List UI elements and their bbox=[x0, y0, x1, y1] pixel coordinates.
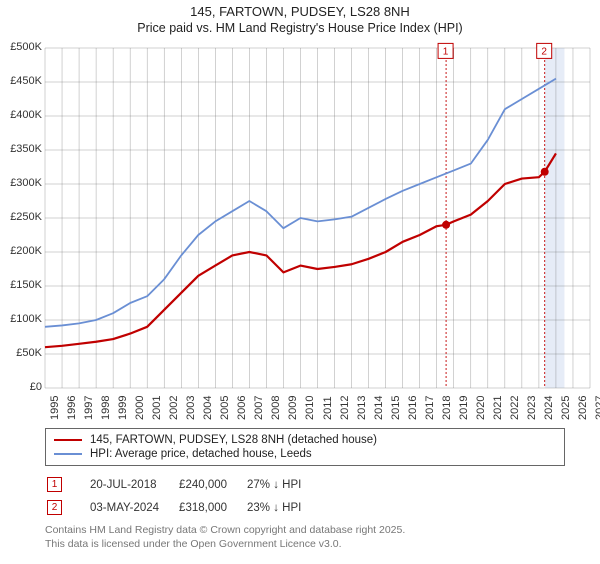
x-tick-label: 2017 bbox=[424, 406, 436, 420]
y-tick-label: £250K bbox=[0, 211, 44, 223]
svg-text:1: 1 bbox=[443, 46, 449, 57]
legend-item: HPI: Average price, detached house, Leed… bbox=[54, 447, 556, 461]
marker-table: 1 20-JUL-2018 £240,000 27% ↓ HPI 2 03-MA… bbox=[45, 472, 321, 520]
legend-box: 145, FARTOWN, PUDSEY, LS28 8NH (detached… bbox=[45, 428, 565, 466]
x-tick-label: 2002 bbox=[168, 406, 180, 420]
x-tick-label: 2021 bbox=[492, 406, 504, 420]
y-tick-label: £150K bbox=[0, 279, 44, 291]
legend-item: 145, FARTOWN, PUDSEY, LS28 8NH (detached… bbox=[54, 433, 556, 447]
x-tick-label: 2025 bbox=[560, 406, 572, 420]
legend-label: HPI: Average price, detached house, Leed… bbox=[90, 448, 312, 460]
marker-point bbox=[541, 168, 549, 176]
attribution-line: This data is licensed under the Open Gov… bbox=[45, 538, 405, 552]
marker-delta: 27% ↓ HPI bbox=[247, 474, 319, 495]
x-tick-label: 2004 bbox=[202, 406, 214, 420]
legend-swatch bbox=[54, 439, 82, 441]
x-tick-label: 2023 bbox=[526, 406, 538, 420]
x-tick-label: 2012 bbox=[339, 406, 351, 420]
legend-swatch bbox=[54, 453, 82, 455]
x-tick-label: 2020 bbox=[475, 406, 487, 420]
marker-badge: 2 bbox=[47, 500, 62, 515]
marker-badge: 1 bbox=[47, 477, 62, 492]
x-tick-label: 2016 bbox=[407, 406, 419, 420]
y-tick-label: £300K bbox=[0, 177, 44, 189]
x-tick-label: 2007 bbox=[253, 406, 265, 420]
plot-svg: 12 bbox=[45, 48, 590, 388]
x-tick-label: 2000 bbox=[134, 406, 146, 420]
x-tick-label: 2022 bbox=[509, 406, 521, 420]
x-tick-label: 2013 bbox=[356, 406, 368, 420]
marker-line-badge: 2 bbox=[537, 43, 552, 58]
x-tick-label: 2008 bbox=[270, 406, 282, 420]
x-tick-label: 2006 bbox=[236, 406, 248, 420]
chart-subtitle: Price paid vs. HM Land Registry's House … bbox=[0, 21, 600, 35]
marker-date: 03-MAY-2024 bbox=[90, 497, 177, 518]
marker-price: £240,000 bbox=[179, 474, 245, 495]
chart-container: 145, FARTOWN, PUDSEY, LS28 8NH Price pai… bbox=[0, 4, 600, 564]
x-tick-label: 1998 bbox=[100, 406, 112, 420]
x-tick-label: 2009 bbox=[287, 406, 299, 420]
x-tick-label: 2001 bbox=[151, 406, 163, 420]
marker-line-badge: 1 bbox=[438, 43, 453, 58]
x-tick-label: 2018 bbox=[441, 406, 453, 420]
marker-date: 20-JUL-2018 bbox=[90, 474, 177, 495]
y-tick-label: £450K bbox=[0, 75, 44, 87]
y-tick-label: £350K bbox=[0, 143, 44, 155]
y-tick-label: £100K bbox=[0, 313, 44, 325]
marker-delta: 23% ↓ HPI bbox=[247, 497, 319, 518]
x-tick-label: 1999 bbox=[117, 406, 129, 420]
marker-row: 1 20-JUL-2018 £240,000 27% ↓ HPI bbox=[47, 474, 319, 495]
x-tick-label: 2015 bbox=[390, 406, 402, 420]
x-tick-label: 2011 bbox=[322, 406, 334, 420]
svg-text:2: 2 bbox=[541, 46, 547, 57]
x-tick-label: 2024 bbox=[543, 406, 555, 420]
y-tick-label: £400K bbox=[0, 109, 44, 121]
y-tick-label: £50K bbox=[0, 347, 44, 359]
marker-row: 2 03-MAY-2024 £318,000 23% ↓ HPI bbox=[47, 497, 319, 518]
x-tick-label: 1997 bbox=[83, 406, 95, 420]
x-tick-label: 2010 bbox=[304, 406, 316, 420]
attribution-line: Contains HM Land Registry data © Crown c… bbox=[45, 524, 405, 538]
chart-title: 145, FARTOWN, PUDSEY, LS28 8NH bbox=[0, 4, 600, 21]
x-tick-label: 2005 bbox=[219, 406, 231, 420]
legend-label: 145, FARTOWN, PUDSEY, LS28 8NH (detached… bbox=[90, 434, 377, 446]
marker-point bbox=[442, 221, 450, 229]
x-tick-label: 2014 bbox=[373, 406, 385, 420]
y-tick-label: £200K bbox=[0, 245, 44, 257]
x-tick-label: 2019 bbox=[458, 406, 470, 420]
x-tick-label: 2003 bbox=[185, 406, 197, 420]
x-tick-label: 2027 bbox=[594, 406, 600, 420]
plot-area: 12 bbox=[45, 48, 590, 388]
x-tick-label: 2026 bbox=[577, 406, 589, 420]
attribution: Contains HM Land Registry data © Crown c… bbox=[45, 524, 405, 551]
y-tick-label: £500K bbox=[0, 41, 44, 53]
marker-price: £318,000 bbox=[179, 497, 245, 518]
x-tick-label: 1995 bbox=[49, 406, 61, 420]
x-tick-label: 1996 bbox=[66, 406, 78, 420]
y-tick-label: £0 bbox=[0, 381, 44, 393]
